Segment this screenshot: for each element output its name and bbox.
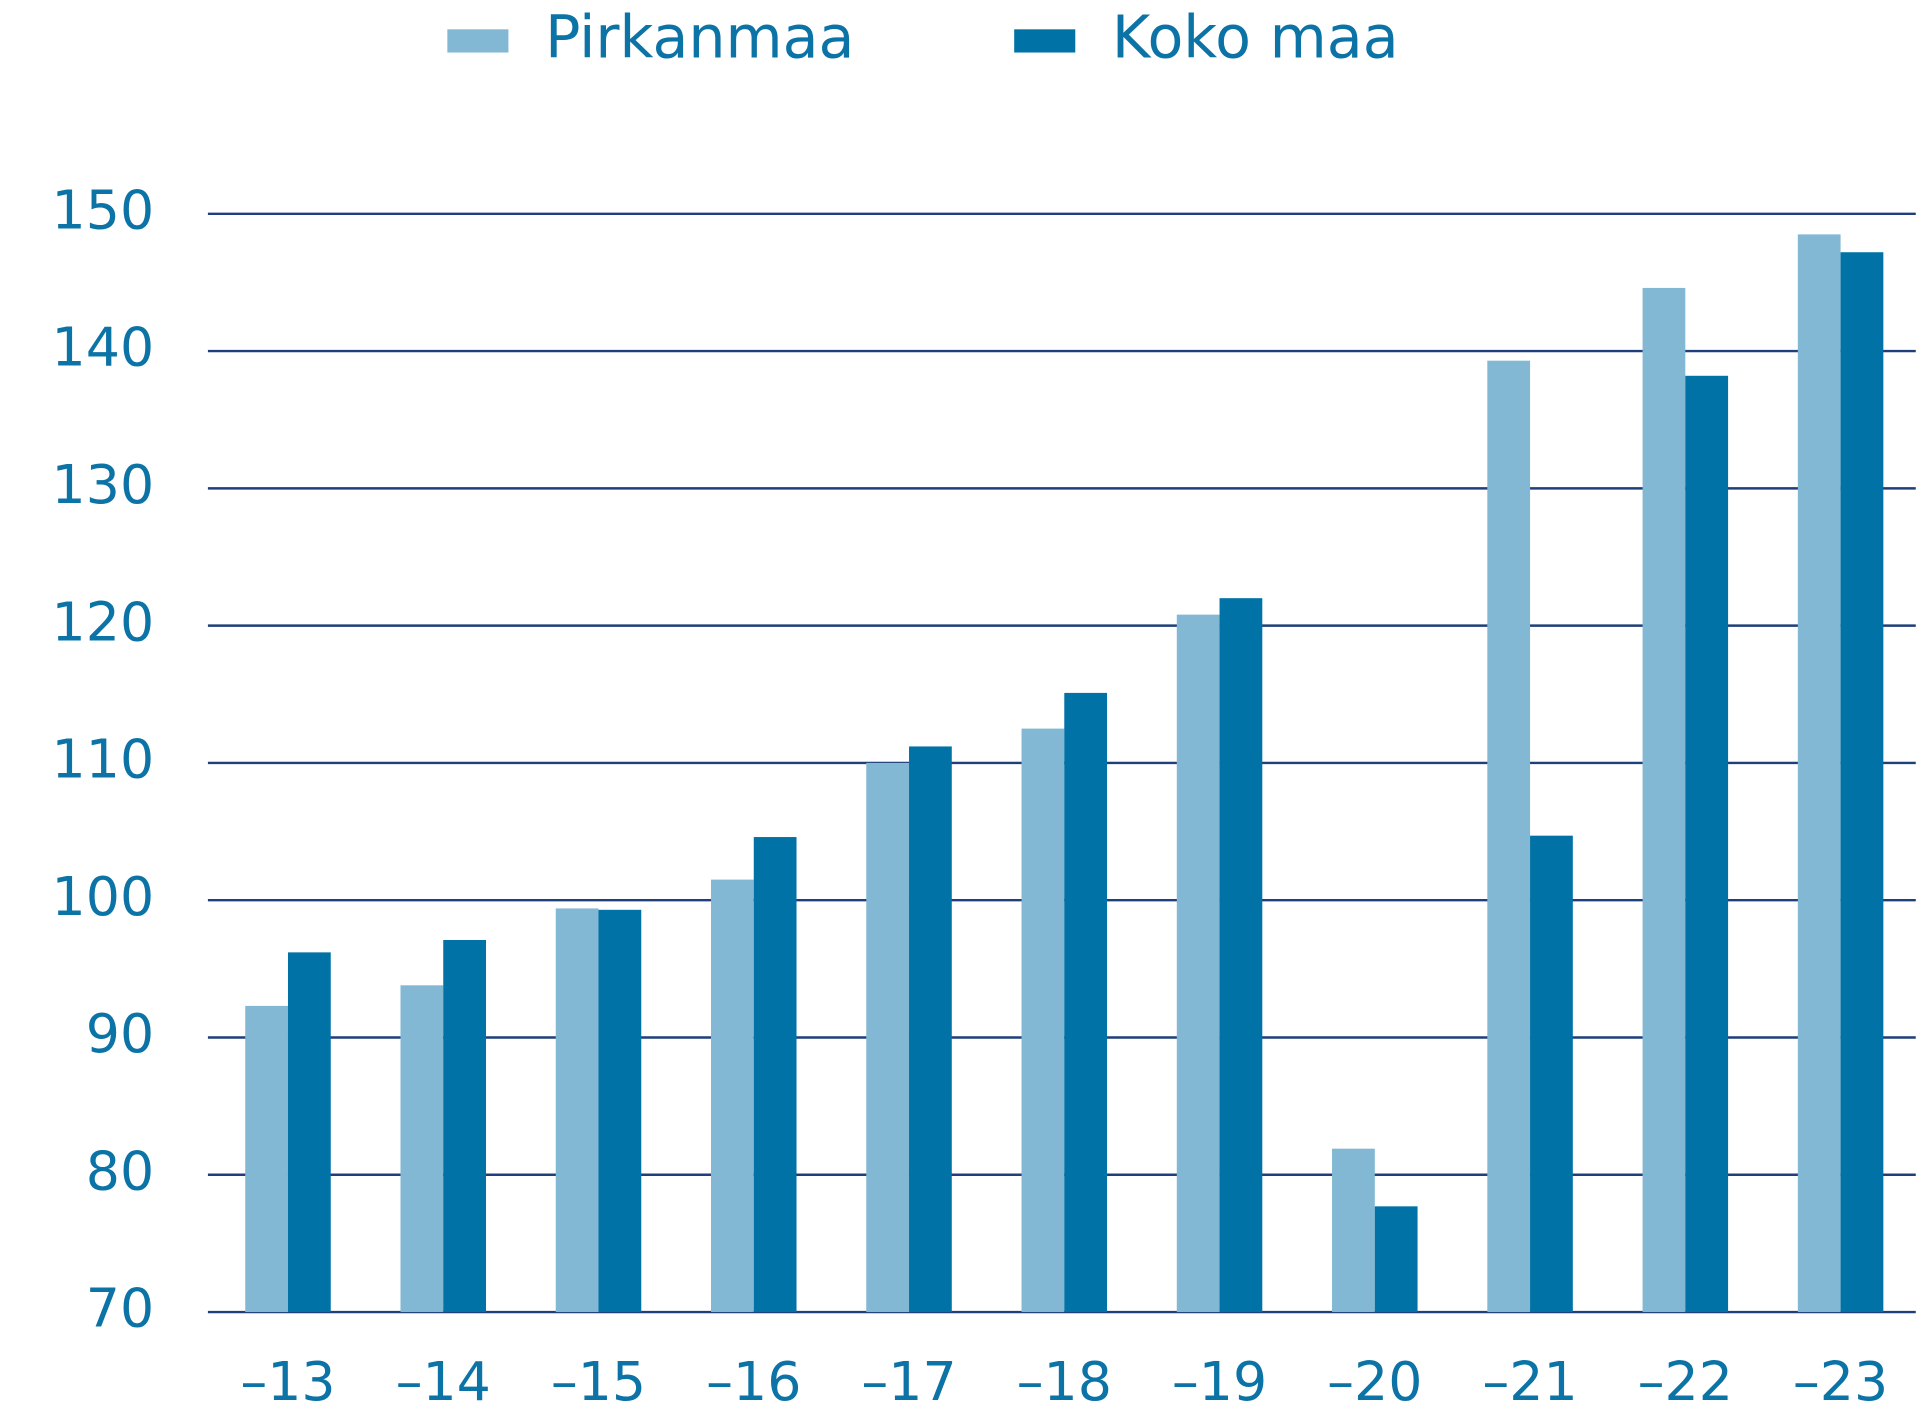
bar xyxy=(909,746,952,1313)
y-tick-label: 100 xyxy=(52,865,155,928)
x-tick-label: –23 xyxy=(1793,1350,1888,1411)
y-tick-label: 120 xyxy=(52,590,155,653)
bar xyxy=(555,908,599,1313)
x-tick-label: –19 xyxy=(1172,1350,1267,1411)
bar xyxy=(1176,614,1220,1313)
y-tick-label: 150 xyxy=(52,178,155,241)
bar xyxy=(1642,287,1686,1313)
bar xyxy=(1219,598,1263,1313)
legend-swatch xyxy=(447,29,509,53)
bar xyxy=(598,909,642,1313)
legend-label: Pirkanmaa xyxy=(545,4,854,72)
y-tick-label: 70 xyxy=(86,1277,154,1340)
bar xyxy=(245,1005,288,1313)
y-tick-label: 110 xyxy=(52,728,155,791)
x-tick-label: –20 xyxy=(1327,1350,1422,1411)
bar xyxy=(287,952,331,1313)
bar xyxy=(1797,234,1841,1313)
y-tick-label: 80 xyxy=(86,1139,154,1202)
x-tick-label: –13 xyxy=(240,1350,335,1411)
legend-label: Koko maa xyxy=(1112,4,1399,72)
x-tick-label: –16 xyxy=(706,1350,801,1411)
bar xyxy=(1021,728,1065,1313)
y-tick-label: 130 xyxy=(52,453,155,516)
bar xyxy=(1487,360,1531,1313)
bar xyxy=(1332,1148,1375,1313)
x-tick-label: –21 xyxy=(1482,1350,1577,1411)
bar xyxy=(753,837,797,1313)
bar xyxy=(1530,835,1573,1313)
bar xyxy=(400,985,444,1313)
bar xyxy=(1064,692,1108,1313)
bar xyxy=(711,879,754,1313)
bar xyxy=(1685,375,1729,1313)
x-tick-label: –17 xyxy=(861,1350,956,1411)
y-tick-label: 90 xyxy=(86,1002,154,1065)
legend-swatch xyxy=(1014,29,1076,53)
bar xyxy=(443,940,487,1313)
bar xyxy=(1374,1206,1418,1313)
x-tick-label: –18 xyxy=(1017,1350,1112,1411)
x-tick-label: –22 xyxy=(1638,1350,1733,1411)
x-tick-label: –15 xyxy=(551,1350,646,1411)
x-tick-label: –14 xyxy=(396,1350,491,1411)
bar xyxy=(866,762,910,1313)
bar xyxy=(1840,252,1884,1313)
y-tick-label: 140 xyxy=(52,316,155,379)
